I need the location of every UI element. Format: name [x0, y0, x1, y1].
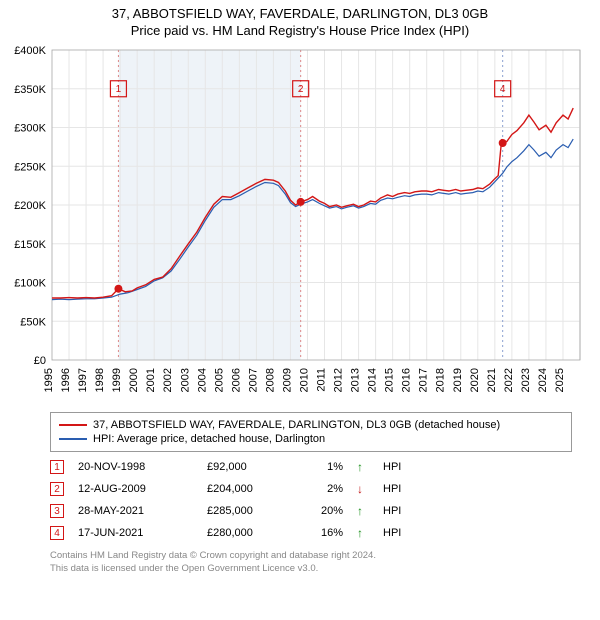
- svg-text:2020: 2020: [469, 368, 481, 392]
- svg-text:2018: 2018: [435, 368, 447, 392]
- svg-text:2011: 2011: [316, 368, 328, 392]
- sale-row: 2 12-AUG-2009 £204,000 2% ↓ HPI: [50, 478, 572, 500]
- sale-indicator: HPI: [383, 527, 413, 539]
- svg-text:2004: 2004: [196, 368, 208, 392]
- svg-text:1997: 1997: [77, 368, 89, 392]
- svg-text:2007: 2007: [247, 368, 259, 392]
- svg-text:2000: 2000: [128, 368, 140, 392]
- svg-text:£0: £0: [34, 355, 46, 367]
- sale-marker-box: 2: [50, 482, 64, 496]
- svg-text:2003: 2003: [179, 368, 191, 392]
- svg-text:2016: 2016: [401, 368, 413, 392]
- svg-text:2021: 2021: [486, 368, 498, 392]
- sale-price: £92,000: [207, 461, 287, 473]
- svg-text:2009: 2009: [281, 368, 293, 392]
- footer-line1: Contains HM Land Registry data © Crown c…: [50, 550, 572, 563]
- svg-text:£150K: £150K: [14, 239, 46, 251]
- legend: 37, ABBOTSFIELD WAY, FAVERDALE, DARLINGT…: [50, 412, 572, 452]
- svg-text:1995: 1995: [43, 368, 55, 392]
- sale-date: 28-MAY-2021: [78, 505, 193, 517]
- sale-pct: 20%: [301, 505, 343, 517]
- footer-line2: This data is licensed under the Open Gov…: [50, 563, 572, 576]
- svg-text:2005: 2005: [213, 368, 225, 392]
- svg-text:2013: 2013: [350, 368, 362, 392]
- legend-swatch: [59, 424, 87, 426]
- svg-text:1996: 1996: [60, 368, 72, 392]
- title-subtitle: Price paid vs. HM Land Registry's House …: [8, 23, 592, 38]
- svg-text:2012: 2012: [333, 368, 345, 392]
- sale-arrow-icon: ↑: [357, 504, 369, 518]
- svg-text:1: 1: [116, 84, 122, 95]
- sale-indicator: HPI: [383, 505, 413, 517]
- svg-text:2002: 2002: [162, 368, 174, 392]
- sale-arrow-icon: ↑: [357, 460, 369, 474]
- sales-table: 1 20-NOV-1998 £92,000 1% ↑ HPI 2 12-AUG-2009 £20…: [50, 456, 572, 544]
- svg-text:2024: 2024: [537, 368, 549, 392]
- legend-label: 37, ABBOTSFIELD WAY, FAVERDALE, DARLINGT…: [93, 419, 500, 431]
- svg-text:2014: 2014: [367, 368, 379, 392]
- svg-text:£300K: £300K: [14, 123, 46, 135]
- svg-text:1999: 1999: [111, 368, 123, 392]
- svg-text:1998: 1998: [94, 368, 106, 392]
- legend-swatch: [59, 438, 87, 440]
- sale-pct: 2%: [301, 483, 343, 495]
- sale-date: 12-AUG-2009: [78, 483, 193, 495]
- svg-text:2: 2: [298, 84, 304, 95]
- chart-svg: £0 £50K £100K £150K £200K £250K £300K £350K £400…: [8, 44, 592, 404]
- sale-date: 20-NOV-1998: [78, 461, 193, 473]
- svg-text:£200K: £200K: [14, 200, 46, 212]
- svg-text:2010: 2010: [298, 368, 310, 392]
- sale-arrow-icon: ↓: [357, 482, 369, 496]
- sale-marker-box: 4: [50, 526, 64, 540]
- chart-area: £0 £50K £100K £150K £200K £250K £300K £350K £400…: [8, 44, 592, 404]
- sale-price: £285,000: [207, 505, 287, 517]
- legend-label: HPI: Average price, detached house, Darl…: [93, 433, 325, 445]
- sale-marker-box: 3: [50, 504, 64, 518]
- footer: Contains HM Land Registry data © Crown c…: [50, 550, 572, 576]
- sale-pct: 16%: [301, 527, 343, 539]
- sale-arrow-icon: ↑: [357, 526, 369, 540]
- sale-indicator: HPI: [383, 483, 413, 495]
- svg-text:£100K: £100K: [14, 278, 46, 290]
- svg-text:2015: 2015: [384, 368, 396, 392]
- svg-text:4: 4: [500, 84, 506, 95]
- svg-text:£50K: £50K: [20, 316, 46, 328]
- svg-text:£350K: £350K: [14, 84, 46, 96]
- sale-row: 4 17-JUN-2021 £280,000 16% ↑ HPI: [50, 522, 572, 544]
- title-address: 37, ABBOTSFIELD WAY, FAVERDALE, DARLINGT…: [8, 6, 592, 21]
- svg-text:2017: 2017: [418, 368, 430, 392]
- sale-price: £280,000: [207, 527, 287, 539]
- svg-text:2019: 2019: [452, 368, 464, 392]
- chart-container: 37, ABBOTSFIELD WAY, FAVERDALE, DARLINGT…: [0, 0, 600, 620]
- sale-indicator: HPI: [383, 461, 413, 473]
- svg-text:£250K: £250K: [14, 161, 46, 173]
- svg-text:2023: 2023: [520, 368, 532, 392]
- svg-text:2022: 2022: [503, 368, 515, 392]
- legend-row: HPI: Average price, detached house, Darl…: [59, 432, 563, 446]
- sale-row: 1 20-NOV-1998 £92,000 1% ↑ HPI: [50, 456, 572, 478]
- sale-marker-box: 1: [50, 460, 64, 474]
- svg-text:£400K: £400K: [14, 45, 46, 57]
- sale-price: £204,000: [207, 483, 287, 495]
- sale-pct: 1%: [301, 461, 343, 473]
- legend-row: 37, ABBOTSFIELD WAY, FAVERDALE, DARLINGT…: [59, 418, 563, 432]
- svg-text:2001: 2001: [145, 368, 157, 392]
- svg-text:2025: 2025: [554, 368, 566, 392]
- title-block: 37, ABBOTSFIELD WAY, FAVERDALE, DARLINGT…: [8, 6, 592, 38]
- svg-text:2008: 2008: [264, 368, 276, 392]
- sale-date: 17-JUN-2021: [78, 527, 193, 539]
- svg-text:2006: 2006: [230, 368, 242, 392]
- sale-row: 3 28-MAY-2021 £285,000 20% ↑ HPI: [50, 500, 572, 522]
